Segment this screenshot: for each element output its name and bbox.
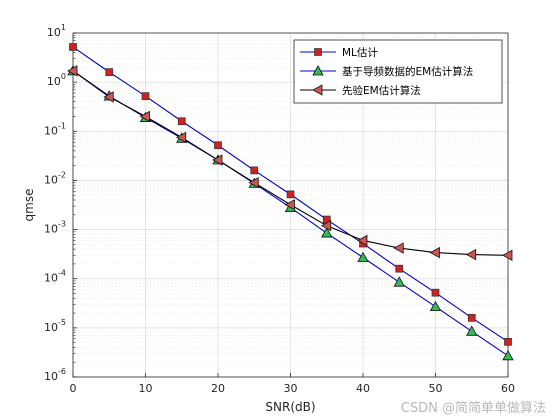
data-point xyxy=(429,246,440,259)
data-point xyxy=(250,166,259,175)
legend-label: 先验EM估计算法 xyxy=(342,84,421,97)
y-tick-label: 100 xyxy=(47,72,66,88)
data-point xyxy=(69,43,77,51)
x-tick-label: 60 xyxy=(501,382,515,395)
data-point xyxy=(321,227,333,238)
x-axis-label: SNR(dB) xyxy=(265,400,315,414)
legend-marker xyxy=(314,48,322,56)
y-tick-label: 10-4 xyxy=(44,269,66,285)
data-point xyxy=(429,300,442,312)
data-point xyxy=(248,176,259,189)
legend-label: ML估计 xyxy=(342,46,378,59)
y-tick-label: 10-3 xyxy=(44,220,66,236)
data-point xyxy=(139,110,150,123)
data-point xyxy=(357,251,369,262)
data-point xyxy=(284,199,295,211)
data-point xyxy=(465,248,477,261)
data-point xyxy=(357,234,368,247)
x-tick-label: 30 xyxy=(284,382,298,395)
data-point xyxy=(393,276,405,287)
data-point xyxy=(466,325,478,336)
data-point xyxy=(504,337,512,346)
x-tick-label: 40 xyxy=(356,382,370,395)
y-tick-label: 10-1 xyxy=(44,121,66,137)
watermark: CSDN @简简单单做算法 xyxy=(400,401,546,416)
data-point xyxy=(502,349,514,361)
legend-item-2: 基于导频数据的EM估计算法 xyxy=(300,65,473,78)
data-point xyxy=(320,220,332,232)
legend-marker xyxy=(312,84,323,96)
data-point xyxy=(393,242,404,254)
data-point xyxy=(67,65,78,77)
ticks: 0 10 20 30 40 50 60 10-6 10-5 10-4 10-3 10-2 10-1 100… xyxy=(44,23,515,395)
y-tick-label: 10-6 xyxy=(44,367,66,383)
data-point xyxy=(214,141,222,150)
x-tick-label: 0 xyxy=(70,382,77,395)
x-tick-label: 10 xyxy=(139,382,153,395)
data-point xyxy=(212,154,223,166)
legend-item-1: ML估计 xyxy=(300,46,378,59)
data-point xyxy=(175,131,187,144)
x-tick-label: 20 xyxy=(211,382,225,395)
data-point xyxy=(502,249,513,261)
y-axis-label: qmse xyxy=(22,189,36,222)
y-tick-label: 10-2 xyxy=(44,170,66,186)
data-point xyxy=(105,68,114,76)
y-tick-label: 101 xyxy=(47,23,66,39)
x-tick-label: 50 xyxy=(429,382,443,395)
series-3 xyxy=(67,65,513,261)
legend-label: 基于导频数据的EM估计算法 xyxy=(342,65,473,78)
series-1 xyxy=(69,43,512,346)
legend-marker xyxy=(312,65,324,76)
data-point xyxy=(141,92,150,100)
data-point xyxy=(395,264,404,273)
data-point xyxy=(467,313,476,322)
data-point xyxy=(431,288,440,297)
data-point xyxy=(286,190,295,199)
data-point xyxy=(103,91,114,103)
series-group xyxy=(67,43,514,361)
y-tick-label: 10-5 xyxy=(44,318,66,334)
data-point xyxy=(177,117,186,126)
legend-item-3: 先验EM估计算法 xyxy=(300,84,421,97)
